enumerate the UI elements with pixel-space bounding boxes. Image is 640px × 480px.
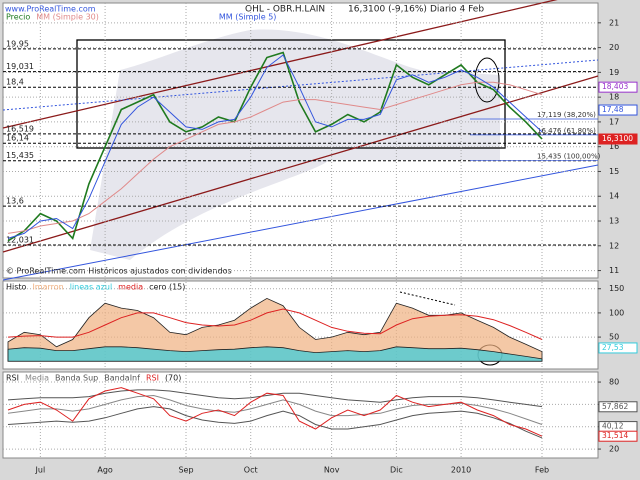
x-tick-label: Nov: [324, 466, 340, 475]
fib-label: 17,119 (38,20%): [537, 111, 596, 119]
legend-entry: lineas azul: [70, 283, 112, 292]
line: [7, 406, 543, 439]
y-tick-label: 20: [609, 445, 619, 454]
legend-entry: MM (Simple 5): [219, 13, 277, 22]
price-marker-label: 57,862: [602, 402, 628, 411]
y-tick-label: 21: [609, 18, 619, 27]
price-marker-label: 31,514: [602, 431, 628, 440]
drawings: [2, 0, 599, 366]
legend-entry: Imarron: [32, 283, 63, 292]
range-box: [76, 39, 506, 149]
line: [7, 387, 543, 437]
legend-entry: MM (Simple 30): [36, 13, 99, 22]
line: [7, 54, 543, 239]
level-label: 15,435: [6, 151, 34, 160]
fib-label: 16,476 (61,80%): [537, 127, 596, 135]
price-marker: [598, 342, 638, 354]
x-tick-label: Feb: [535, 466, 549, 475]
y-tick-label: 11: [609, 266, 619, 275]
y-tick-label: 19: [609, 68, 619, 77]
level-label: 19,95: [6, 39, 29, 48]
shaded-zone: [90, 29, 500, 260]
y-tick-label: 12: [609, 241, 619, 250]
x-tick-label: Ago: [97, 466, 113, 475]
panel-note: (70): [165, 374, 181, 383]
panel-title: RSI: [6, 374, 19, 383]
site: www.ProRealTime.com: [5, 5, 96, 14]
price-marker: [598, 430, 638, 442]
x-tick-label: Jul: [35, 466, 46, 475]
level-label: 16,519: [6, 124, 34, 133]
price-marker: [598, 401, 638, 413]
price-marker-label: 27,53: [602, 343, 624, 352]
legend-entry: Media: [25, 374, 49, 383]
level-label: 12,031: [6, 236, 34, 245]
price-marker-label: 16,3100: [602, 134, 633, 143]
legend-entry: RSI: [146, 374, 159, 383]
legend-entry: Precio: [6, 13, 30, 22]
period: Diario 4 Feb: [430, 5, 484, 15]
level-label: 13,6: [6, 197, 24, 206]
price-marker: [598, 133, 638, 145]
trend-blue-bottom: [2, 164, 599, 281]
price-marker-label: 40,12: [602, 422, 624, 431]
x-tick-label: Oct: [244, 466, 258, 475]
y-tick-label: 50: [609, 333, 619, 342]
subtitle: 16,3100 (-9,16%): [348, 5, 427, 15]
trend-blue-top: [2, 59, 599, 111]
chart-title: OHL - OBR.H.LAIN: [245, 5, 325, 15]
x-tick-label: Sep: [178, 466, 193, 475]
line: [7, 394, 543, 425]
area: [7, 297, 543, 362]
fib-label: 15,435 (100,00%): [537, 153, 601, 161]
y-tick-label: 100: [609, 308, 624, 317]
y-tick-label: 16: [609, 142, 619, 151]
y-tick-label: 20: [609, 43, 619, 52]
area: [7, 346, 543, 362]
y-tick-label: 17: [609, 117, 619, 126]
y-tick-label: 13: [609, 217, 619, 226]
y-tick-label: 150: [609, 284, 624, 293]
price-marker-label: 17,48: [602, 105, 624, 114]
panel-note: cero (15): [149, 283, 185, 292]
line: [7, 51, 543, 242]
legend-entry: Banda Sup: [55, 374, 98, 383]
y-tick-label: 14: [609, 192, 619, 201]
line: [7, 81, 543, 234]
footer: © ProRealTime.com Históricos ajustados c…: [6, 266, 232, 276]
y-tick-label: 80: [609, 378, 619, 387]
level-label: 19,031: [6, 62, 34, 71]
level-label: 18,4: [6, 78, 24, 87]
channel-top: [2, 0, 558, 129]
price-marker-label: 18,403: [602, 82, 628, 91]
rsi-panel: [2, 371, 599, 459]
y-tick-label: 18: [609, 93, 619, 102]
x-tick-label: Dic: [390, 466, 403, 475]
legend-entry: media: [118, 283, 143, 292]
legend-entry: BandaInf: [104, 374, 140, 383]
panel-title: Histo: [6, 283, 27, 292]
divergence-line: [399, 291, 456, 306]
y-tick-label: 15: [609, 167, 619, 176]
price-marker: [598, 104, 638, 116]
level-label: 16,14: [6, 134, 29, 143]
x-tick-label: 2010: [451, 466, 471, 475]
channel-bottom: [2, 75, 599, 253]
price-marker: [598, 81, 638, 93]
line: [7, 308, 543, 340]
